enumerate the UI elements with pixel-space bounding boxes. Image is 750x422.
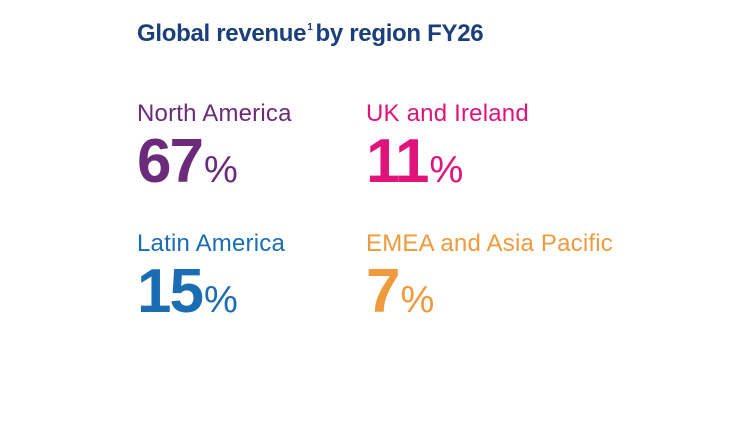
percent-sign: %	[203, 279, 238, 321]
region-label: North America	[137, 100, 292, 127]
region-value: 67%	[137, 131, 397, 208]
region-value: 15%	[137, 261, 397, 338]
region-north-america: North America 67%	[137, 100, 397, 208]
region-number: 15	[137, 257, 204, 326]
region-uk-and-ireland: UK and Ireland 11%	[366, 100, 626, 208]
region-emea-and-asia-pacific: EMEA and Asia Pacific 7%	[366, 230, 626, 338]
percent-sign: %	[203, 149, 238, 191]
title-footnote-marker: 1	[307, 22, 313, 33]
region-label: Latin America	[137, 230, 286, 257]
region-value: 11%	[366, 131, 626, 208]
region-label: UK and Ireland	[366, 100, 529, 127]
percent-sign: %	[400, 279, 435, 321]
chart-title-suffix: by region FY26	[315, 20, 484, 47]
region-label: EMEA and Asia Pacific	[366, 230, 613, 257]
region-number: 67	[137, 127, 204, 196]
region-number: 7	[366, 257, 401, 326]
chart-title: Global revenue1 by region FY26	[137, 20, 484, 48]
percent-sign: %	[429, 149, 464, 191]
region-value: 7%	[366, 261, 626, 338]
region-latin-america: Latin America 15%	[137, 230, 397, 338]
region-number: 11	[366, 127, 430, 196]
chart-title-main: Global revenue	[137, 20, 307, 47]
